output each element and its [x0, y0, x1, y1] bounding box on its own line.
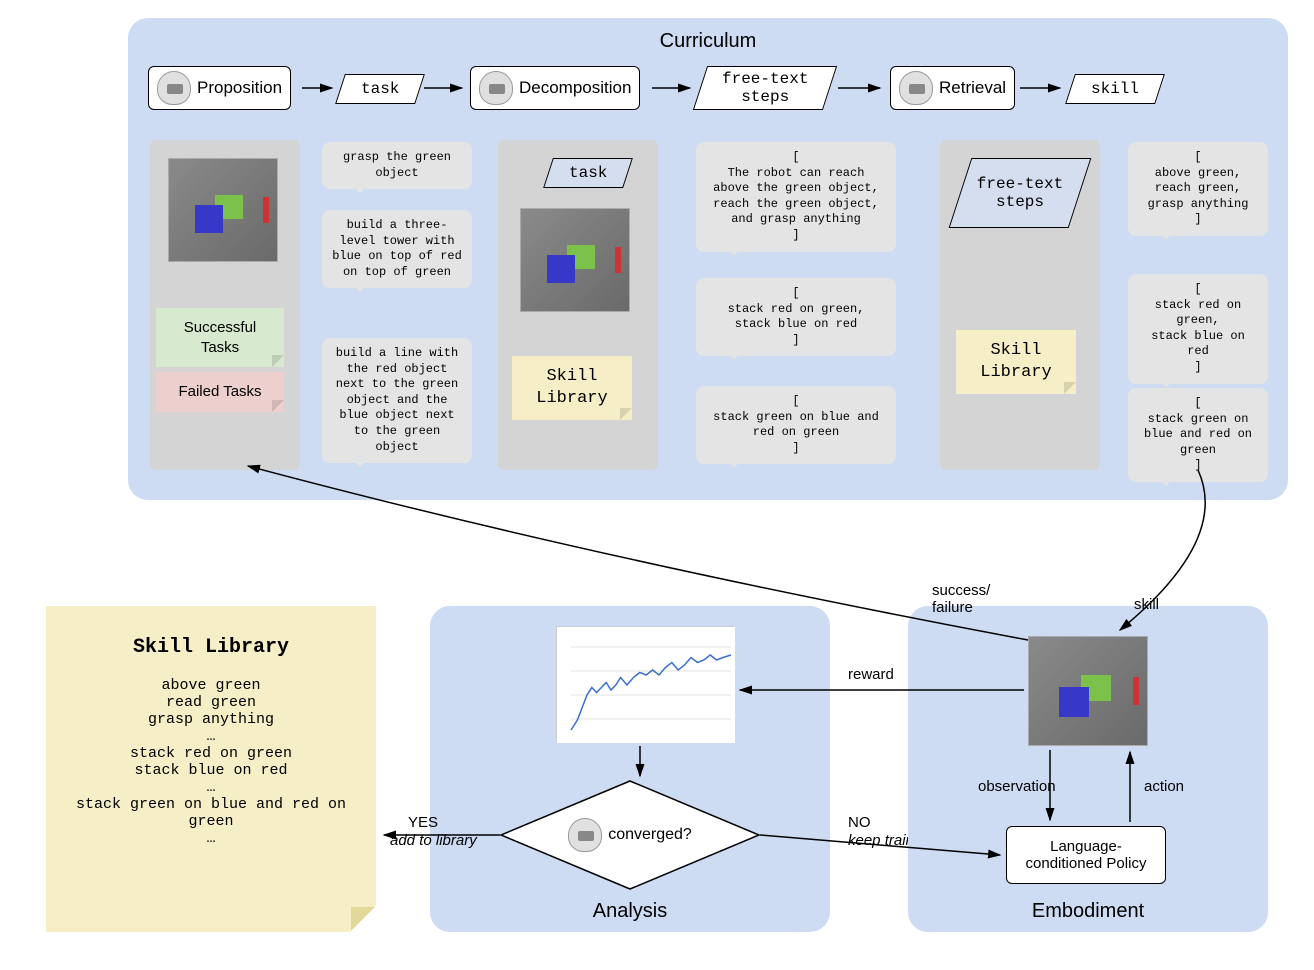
policy-label: Language-conditioned Policy [1017, 838, 1155, 872]
decomposition-node: Decomposition [470, 66, 640, 110]
bubble: [ stack red on green, stack blue on red … [1128, 274, 1268, 384]
bubble: [ stack red on green, stack blue on red … [696, 278, 896, 356]
skill-item: stack blue on red [66, 762, 356, 779]
yes-sub: add to library [390, 832, 477, 849]
skill-item: grasp anything [66, 711, 356, 728]
bubble: build a three-level tower with blue on t… [322, 210, 472, 288]
brain-icon [479, 71, 513, 105]
skill-item: read green [66, 694, 356, 711]
sticky-label: Failed Tasks [178, 383, 261, 400]
action-label: action [1144, 778, 1184, 795]
policy-box: Language-conditioned Policy [1006, 826, 1166, 884]
analysis-title: Analysis [430, 900, 830, 923]
skill-item: stack green on blue and red on green [66, 796, 356, 830]
skill-library-sticky: Skill Library [512, 356, 632, 420]
diamond-label: converged? [608, 826, 692, 844]
success-failure-label: success/ failure [932, 582, 990, 616]
retrieval-node: Retrieval [890, 66, 1015, 110]
embodiment-title: Embodiment [908, 900, 1268, 923]
skill-library-panel: Skill Library above green read green gra… [46, 606, 376, 932]
freetext-tag: free-text steps [693, 66, 837, 110]
sticky-label: Skill Library [980, 341, 1051, 382]
proposition-node: Proposition [148, 66, 291, 110]
tag-label: task [569, 164, 607, 182]
node-label: Decomposition [519, 78, 631, 98]
skill-item: stack red on green [66, 745, 356, 762]
converged-diamond: converged? [500, 780, 760, 890]
freetext-tag-col: free-text steps [949, 158, 1092, 228]
brain-icon [568, 818, 602, 852]
reward-label: reward [848, 666, 894, 683]
tag-label: free-text steps [961, 175, 1079, 211]
bubble: [ stack green on blue and red on green ] [1128, 388, 1268, 482]
no-label: NO [848, 814, 871, 831]
robot-image [520, 208, 630, 312]
sticky-label: Successful Tasks [184, 319, 257, 356]
skill-library-sticky: Skill Library [956, 330, 1076, 394]
skill-library-title: Skill Library [66, 636, 356, 659]
yes-label: YES [408, 814, 438, 831]
robot-image [168, 158, 278, 262]
skill-tag: skill [1065, 74, 1165, 104]
skill-item: … [66, 779, 356, 796]
skill-item: above green [66, 677, 356, 694]
node-label: Proposition [197, 78, 282, 98]
node-label: Retrieval [939, 78, 1006, 98]
successful-tasks-sticky: Successful Tasks [156, 308, 284, 367]
skill-item: … [66, 830, 356, 847]
tag-label: skill [1091, 80, 1139, 98]
task-tag-col: task [543, 158, 633, 188]
sticky-label: Skill Library [536, 367, 607, 408]
bubble: [ stack green on blue and red on green ] [696, 386, 896, 464]
reward-chart [556, 626, 734, 742]
brain-icon [157, 71, 191, 105]
skill-label: skill [1134, 596, 1159, 613]
bubble: build a line with the red object next to… [322, 338, 472, 463]
task-tag: task [335, 74, 425, 104]
tag-label: task [361, 80, 399, 98]
brain-icon [899, 71, 933, 105]
failed-tasks-sticky: Failed Tasks [156, 372, 284, 412]
robot-image [1028, 636, 1148, 746]
bubble: [ The robot can reach above the green ob… [696, 142, 896, 252]
skill-item: … [66, 728, 356, 745]
bubble: grasp the green object [322, 142, 472, 189]
tag-label: free-text steps [722, 70, 808, 106]
bubble: [ above green, reach green, grasp anythi… [1128, 142, 1268, 236]
observation-label: observation [978, 778, 1056, 795]
curriculum-title: Curriculum [128, 30, 1288, 53]
